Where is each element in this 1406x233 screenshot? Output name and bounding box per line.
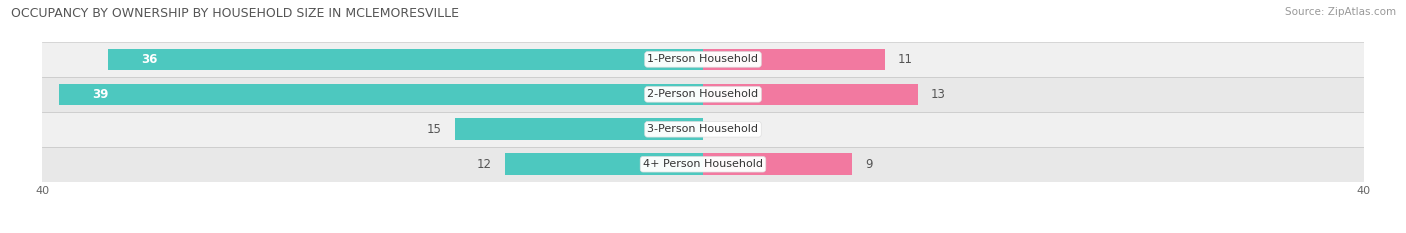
Bar [456, 118, 703, 140]
Bar [42, 77, 1364, 112]
Text: 11: 11 [898, 53, 912, 66]
Bar [42, 112, 1364, 147]
Text: 3-Person Household: 3-Person Household [648, 124, 758, 134]
Bar [703, 154, 852, 175]
Text: 4+ Person Household: 4+ Person Household [643, 159, 763, 169]
Text: OCCUPANCY BY OWNERSHIP BY HOUSEHOLD SIZE IN MCLEMORESVILLE: OCCUPANCY BY OWNERSHIP BY HOUSEHOLD SIZE… [11, 7, 460, 20]
Text: 2-Person Household: 2-Person Household [647, 89, 759, 99]
Text: Source: ZipAtlas.com: Source: ZipAtlas.com [1285, 7, 1396, 17]
Bar [42, 147, 1364, 182]
Text: 15: 15 [427, 123, 441, 136]
Bar [108, 49, 703, 70]
Text: 0: 0 [716, 123, 724, 136]
Text: 12: 12 [477, 158, 492, 171]
Text: 36: 36 [141, 53, 157, 66]
Text: 9: 9 [865, 158, 872, 171]
Bar [505, 154, 703, 175]
Bar [703, 84, 918, 105]
Text: 13: 13 [931, 88, 946, 101]
Bar [59, 84, 703, 105]
Bar [703, 49, 884, 70]
Text: 1-Person Household: 1-Person Household [648, 55, 758, 64]
Bar [42, 42, 1364, 77]
Text: 39: 39 [91, 88, 108, 101]
